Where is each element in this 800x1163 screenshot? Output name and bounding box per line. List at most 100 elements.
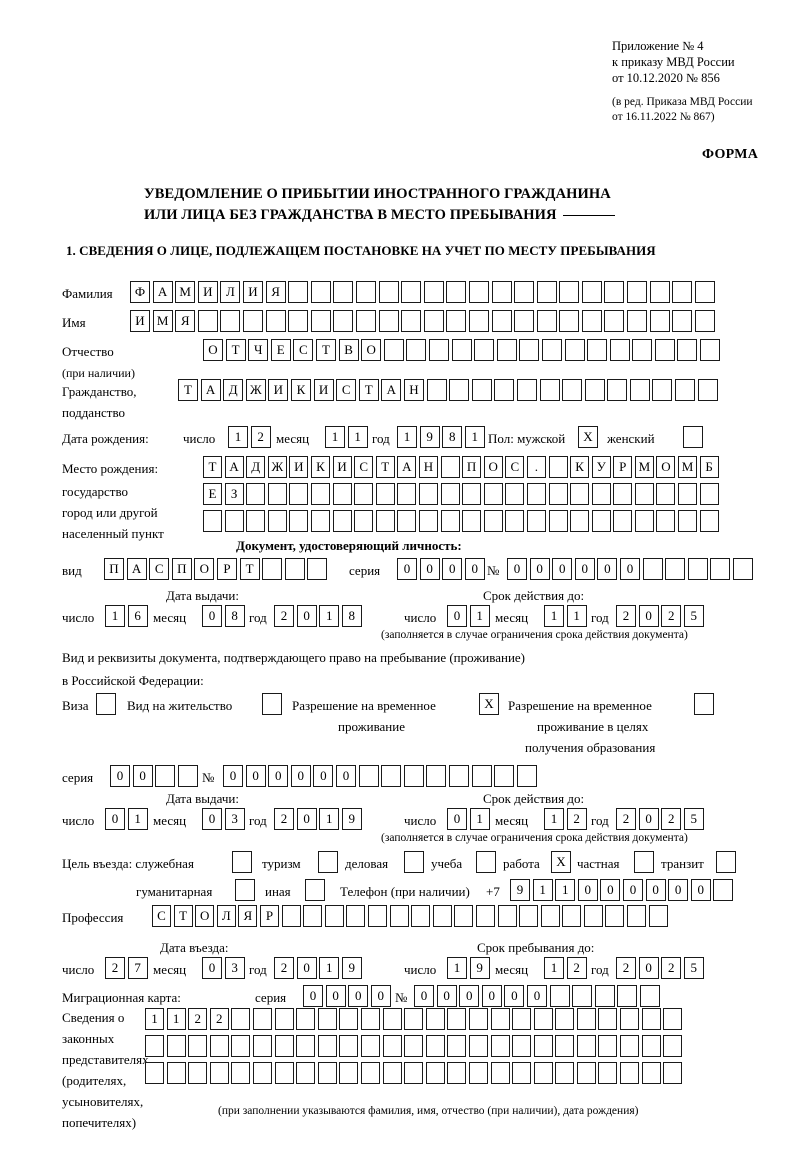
char-cell[interactable] xyxy=(288,310,309,332)
char-cell[interactable] xyxy=(627,905,647,927)
char-cell[interactable] xyxy=(339,1062,359,1084)
char-cell[interactable]: И xyxy=(197,281,218,303)
char-cell[interactable] xyxy=(246,483,266,505)
char-cell[interactable] xyxy=(332,483,352,505)
char-cell[interactable]: 2 xyxy=(274,957,294,979)
char-cell[interactable] xyxy=(494,379,515,401)
char-cell[interactable] xyxy=(694,310,715,332)
char-cell[interactable] xyxy=(663,1035,683,1057)
char-cell[interactable] xyxy=(296,1035,316,1057)
char-cell[interactable]: А xyxy=(224,456,244,478)
char-cell[interactable]: 0 xyxy=(526,985,547,1007)
char-cell[interactable] xyxy=(397,483,417,505)
char-cell[interactable] xyxy=(468,310,489,332)
char-cell[interactable] xyxy=(267,510,287,532)
char-cell[interactable] xyxy=(652,379,673,401)
char-cell[interactable] xyxy=(576,1035,596,1057)
char-cell[interactable] xyxy=(375,510,395,532)
char-cell[interactable]: В xyxy=(338,339,359,361)
purpose-humanitarian-checkbox[interactable] xyxy=(235,879,255,901)
char-cell[interactable] xyxy=(449,379,470,401)
char-cell[interactable] xyxy=(339,1035,359,1057)
char-cell[interactable] xyxy=(700,339,721,361)
char-cell[interactable] xyxy=(358,765,379,787)
char-cell[interactable] xyxy=(418,510,438,532)
char-cell[interactable]: 1 xyxy=(566,605,587,627)
char-cell[interactable] xyxy=(274,1008,294,1030)
char-cell[interactable]: 0 xyxy=(600,879,621,901)
char-cell[interactable] xyxy=(497,905,517,927)
char-cell[interactable]: 1 xyxy=(127,808,148,830)
char-cell[interactable] xyxy=(656,483,676,505)
char-cell[interactable] xyxy=(426,379,447,401)
char-cell[interactable]: И xyxy=(242,281,263,303)
char-cell[interactable] xyxy=(224,510,244,532)
char-cell[interactable]: Т xyxy=(173,905,193,927)
char-cell[interactable]: 1 xyxy=(228,426,248,448)
sex-female-checkbox[interactable] xyxy=(683,426,703,448)
char-cell[interactable] xyxy=(570,483,590,505)
purpose-tourism-checkbox[interactable] xyxy=(318,851,338,873)
char-cell[interactable]: А xyxy=(126,558,147,580)
char-cell[interactable]: Д xyxy=(223,379,244,401)
birthplace-row-3-cells[interactable] xyxy=(203,510,721,532)
char-cell[interactable]: 0 xyxy=(668,879,689,901)
char-cell[interactable]: 0 xyxy=(638,605,659,627)
char-cell[interactable]: И xyxy=(289,456,309,478)
char-cell[interactable]: 0 xyxy=(619,558,640,580)
char-cell[interactable]: 2 xyxy=(274,605,294,627)
char-cell[interactable] xyxy=(406,339,427,361)
char-cell[interactable] xyxy=(526,483,546,505)
char-cell[interactable] xyxy=(555,1035,575,1057)
char-cell[interactable]: 1 xyxy=(347,426,368,448)
char-cell[interactable] xyxy=(533,1062,553,1084)
char-cell[interactable]: 8 xyxy=(442,426,463,448)
char-cell[interactable] xyxy=(656,510,676,532)
char-cell[interactable] xyxy=(418,483,438,505)
char-cell[interactable] xyxy=(697,379,718,401)
char-cell[interactable] xyxy=(382,1008,402,1030)
sex-male-checkbox[interactable]: X xyxy=(578,426,598,448)
purpose-study-checkbox[interactable] xyxy=(476,851,496,873)
purpose-official-checkbox[interactable] xyxy=(232,851,252,873)
char-cell[interactable]: С xyxy=(336,379,357,401)
char-cell[interactable] xyxy=(188,1062,208,1084)
char-cell[interactable]: 2 xyxy=(274,808,294,830)
char-cell[interactable] xyxy=(360,1062,380,1084)
char-cell[interactable] xyxy=(490,1035,510,1057)
char-cell[interactable] xyxy=(672,281,693,303)
char-cell[interactable]: 2 xyxy=(616,957,636,979)
char-cell[interactable] xyxy=(564,339,585,361)
char-cell[interactable]: 1 xyxy=(555,879,576,901)
char-cell[interactable] xyxy=(155,765,176,787)
char-cell[interactable]: 2 xyxy=(661,808,682,830)
char-cell[interactable] xyxy=(177,765,198,787)
char-cell[interactable] xyxy=(710,558,731,580)
char-cell[interactable] xyxy=(605,905,625,927)
char-cell[interactable]: 1 xyxy=(105,605,125,627)
char-cell[interactable]: 0 xyxy=(132,765,153,787)
char-cell[interactable] xyxy=(526,510,546,532)
char-cell[interactable] xyxy=(620,1062,640,1084)
char-cell[interactable]: 0 xyxy=(303,985,323,1007)
char-cell[interactable] xyxy=(397,510,417,532)
char-cell[interactable]: 1 xyxy=(325,426,345,448)
char-cell[interactable] xyxy=(383,339,404,361)
char-cell[interactable]: 0 xyxy=(481,985,502,1007)
char-cell[interactable]: 0 xyxy=(638,808,659,830)
char-cell[interactable]: 5 xyxy=(683,957,704,979)
char-cell[interactable] xyxy=(559,281,580,303)
char-cell[interactable] xyxy=(332,510,352,532)
char-cell[interactable] xyxy=(378,281,399,303)
